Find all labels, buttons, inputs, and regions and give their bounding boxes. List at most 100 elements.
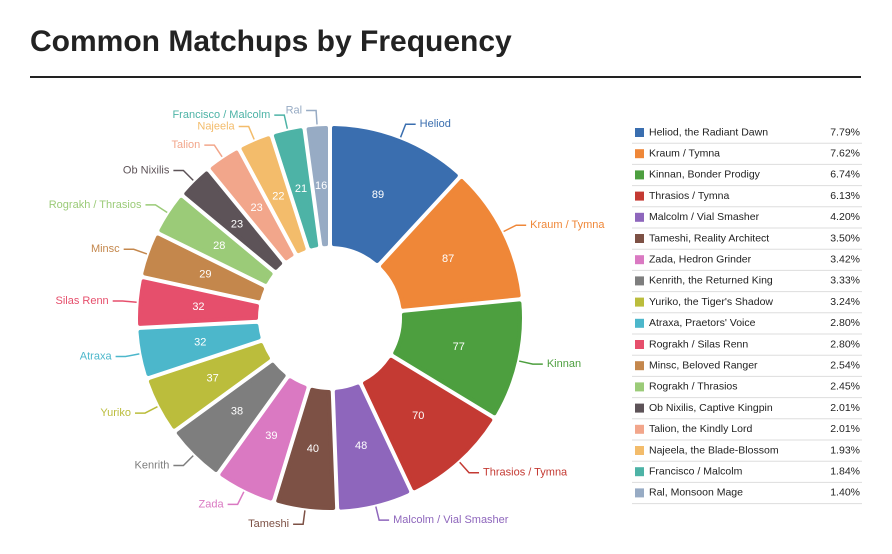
legend-label: Zada, Hedron Grinder: [649, 253, 752, 265]
slice: [176, 362, 286, 472]
slice-value: 16: [315, 180, 327, 192]
slice: [331, 126, 458, 263]
slice: [306, 126, 329, 247]
legend-swatch: [635, 276, 644, 286]
leader-line: [204, 144, 223, 158]
slice: [393, 301, 522, 416]
slice-value: 39: [265, 430, 277, 442]
slice-value: 37: [206, 372, 218, 384]
slice-label: Talion: [172, 139, 201, 151]
leader-line: [399, 123, 416, 138]
leader-line: [112, 300, 137, 303]
slice-label: Thrasios / Tymna: [483, 467, 568, 479]
slice: [220, 378, 307, 501]
legend-label: Kenrith, the Returned King: [649, 275, 773, 287]
legend-swatch: [635, 424, 644, 434]
slice-label: Najeela: [197, 120, 235, 132]
slice-label: Malcolm / Vial Smasher: [393, 514, 509, 526]
legend-share: 3.24%: [830, 296, 860, 308]
legend-label: Atraxa, Praetors' Voice: [649, 317, 756, 329]
legend-label: Rograkh / Thrasios: [649, 381, 738, 393]
legend-share: 2.80%: [830, 338, 860, 350]
legend-label: Ral, Monsoon Mage: [649, 487, 743, 499]
slice-label: Zada: [199, 498, 225, 510]
slice-label: Ob Nixilis: [123, 164, 170, 176]
slice: [363, 357, 493, 491]
legend-label: Ob Nixilis, Captive Kingpin: [649, 402, 773, 414]
slice: [138, 279, 259, 326]
legend-swatch: [635, 212, 644, 222]
legend-swatch: [635, 382, 644, 392]
legend-share: 6.74%: [830, 169, 860, 181]
legend-share: 2.80%: [830, 317, 860, 329]
leader-line: [173, 455, 194, 467]
slice-label: Ral: [286, 104, 303, 116]
slice-value: 70: [412, 410, 424, 422]
slice-value: 38: [231, 406, 243, 418]
slice-value: 32: [194, 336, 206, 348]
legend-share: 4.20%: [830, 211, 860, 223]
slice-label: Francisco / Malcolm: [172, 109, 270, 121]
legend-label: Yuriko, the Tiger's Shadow: [649, 296, 773, 308]
legend-swatch: [635, 361, 644, 371]
legend-swatch: [635, 191, 644, 201]
slice-value: 32: [192, 301, 204, 313]
legend-label: Heliod, the Radiant Dawn: [649, 126, 768, 138]
legend-swatch: [635, 488, 644, 498]
slice-value: 28: [213, 240, 225, 252]
legend-share: 3.42%: [830, 253, 860, 265]
slice-label: Silas Renn: [55, 295, 108, 307]
legend-label: Tameshi, Reality Architect: [649, 232, 769, 244]
slice-label: Atraxa: [80, 350, 113, 362]
legend-swatch: [635, 170, 644, 180]
slice-label: Yuriko: [100, 407, 131, 419]
slice-label: Heliod: [420, 118, 451, 130]
legend-label: Minsc, Beloved Ranger: [649, 359, 758, 371]
legend-swatch: [635, 467, 644, 477]
legend-swatch: [635, 234, 644, 243]
slice-value: 21: [295, 183, 307, 195]
leader-line: [518, 360, 543, 365]
slice-label: Kenrith: [135, 459, 170, 471]
legend-swatch: [635, 255, 644, 265]
legend-share: 3.33%: [830, 275, 860, 287]
legend-share: 7.62%: [830, 147, 860, 159]
legend-label: Kraum / Tymna: [649, 147, 720, 159]
legend-share: 1.40%: [830, 487, 860, 499]
legend-label: Talion, the Kindly Lord: [649, 423, 752, 435]
slice: [276, 387, 336, 510]
leader-line: [238, 125, 255, 140]
slice-value: 29: [199, 268, 211, 280]
slice: [143, 235, 264, 301]
legend-swatch: [635, 403, 644, 413]
legend-share: 1.84%: [830, 465, 860, 477]
leader-line: [459, 461, 480, 474]
slice-value: 40: [307, 443, 319, 455]
slice-value: 77: [453, 341, 465, 353]
legend-label: Rograkh / Silas Renn: [649, 338, 748, 350]
slice-value: 23: [231, 218, 243, 230]
slice: [334, 384, 410, 510]
slice-label: Kinnan: [547, 358, 581, 370]
legend-swatch: [635, 149, 644, 159]
legend-label: Francisco / Malcolm: [649, 465, 743, 477]
legend-share: 2.45%: [830, 381, 860, 393]
leader-line: [145, 204, 168, 214]
legend-share: 7.79%: [830, 126, 860, 138]
legend-swatch: [635, 128, 644, 137]
leader-line: [503, 224, 527, 233]
leader-line: [115, 353, 140, 358]
slice: [184, 171, 283, 270]
slice-label: Rograkh / Thrasios: [49, 199, 142, 211]
leader-line: [306, 109, 318, 125]
slice-value: 87: [442, 253, 454, 265]
legend-label: Malcolm / Vial Smasher: [649, 211, 760, 223]
legend-swatch: [635, 446, 644, 455]
leader-line: [227, 491, 245, 506]
slice-label: Tameshi: [248, 518, 289, 530]
slice-label: Minsc: [91, 243, 120, 255]
slice: [273, 128, 319, 249]
legend-share: 6.13%: [830, 190, 860, 202]
